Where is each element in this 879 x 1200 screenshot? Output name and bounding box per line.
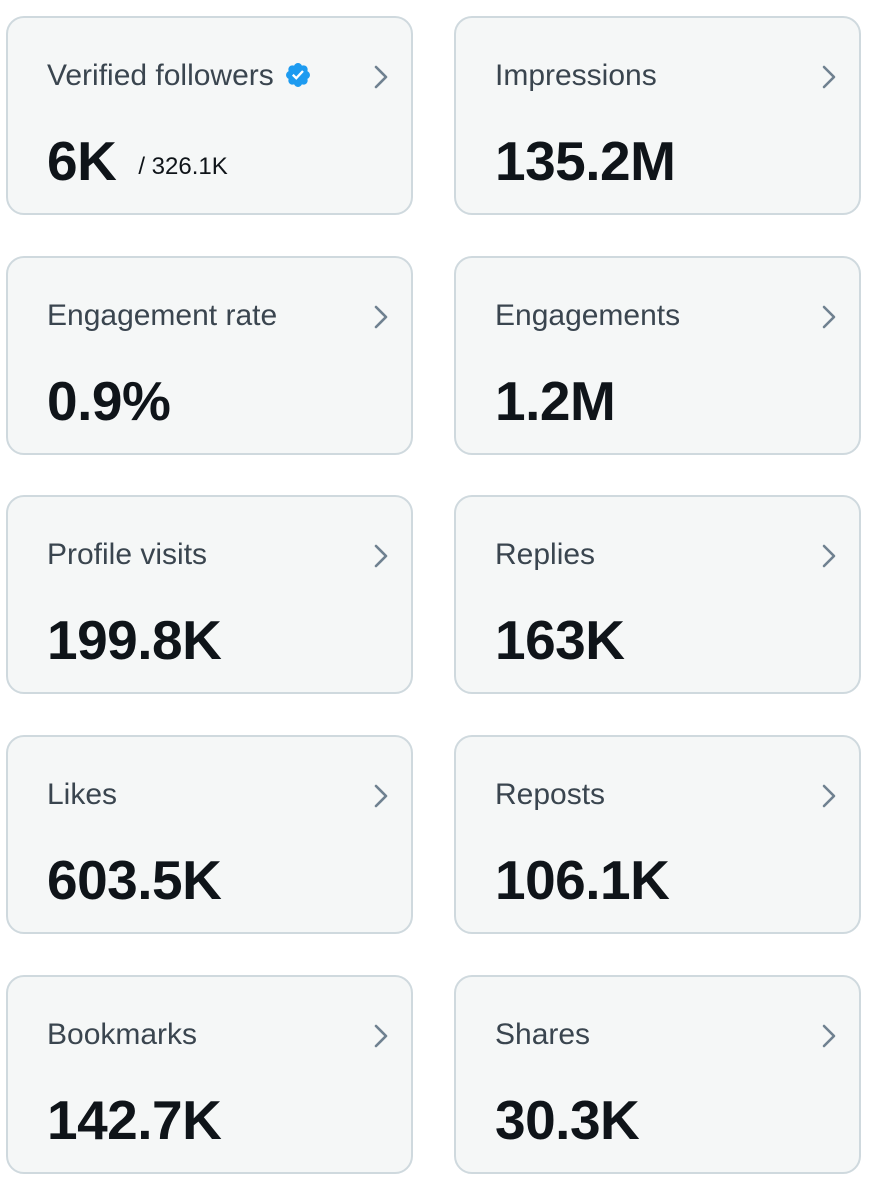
- metric-value-row: 199.8K: [47, 607, 222, 673]
- metric-value: 6K: [47, 130, 117, 192]
- metric-value: 142.7K: [47, 1089, 222, 1151]
- metric-card-shares[interactable]: Shares 30.3K: [454, 975, 861, 1174]
- metric-value-row: 6K / 326.1K: [47, 128, 228, 194]
- metric-label: Shares: [495, 1018, 591, 1051]
- chevron-right-icon: [819, 781, 841, 811]
- metric-card-profile-visits[interactable]: Profile visits 199.8K: [6, 495, 413, 694]
- metric-card-bookmarks[interactable]: Bookmarks 142.7K: [6, 975, 413, 1174]
- metric-value: 163K: [495, 609, 625, 671]
- metric-value: 106.1K: [495, 849, 670, 911]
- metric-card-engagements[interactable]: Engagements 1.2M: [454, 256, 861, 455]
- metric-label: Bookmarks: [47, 1018, 198, 1051]
- metric-label: Profile visits: [47, 538, 208, 571]
- metric-value-row: 30.3K: [495, 1087, 640, 1153]
- chevron-right-icon: [819, 541, 841, 571]
- metric-label-text: Verified followers: [47, 59, 274, 92]
- metric-card-likes[interactable]: Likes 603.5K: [6, 735, 413, 934]
- metric-total-value: / 326.1K: [138, 153, 228, 180]
- metric-label: Likes: [47, 778, 118, 811]
- metric-label: Replies: [495, 538, 596, 571]
- chevron-right-icon: [371, 541, 393, 571]
- metric-value-row: 0.9%: [47, 368, 171, 434]
- metric-value: 603.5K: [47, 849, 222, 911]
- chevron-right-icon: [819, 62, 841, 92]
- metric-label: Verified followers: [47, 58, 312, 94]
- chevron-right-icon: [371, 62, 393, 92]
- metric-value: 30.3K: [495, 1089, 640, 1151]
- metric-value-row: 106.1K: [495, 847, 670, 913]
- metric-card-engagement-rate[interactable]: Engagement rate 0.9%: [6, 256, 413, 455]
- chevron-right-icon: [819, 302, 841, 332]
- metric-value: 1.2M: [495, 370, 616, 432]
- chevron-right-icon: [371, 1021, 393, 1051]
- metric-label: Impressions: [495, 59, 657, 92]
- metric-value-row: 142.7K: [47, 1087, 222, 1153]
- chevron-right-icon: [819, 1021, 841, 1051]
- verified-badge-icon: [284, 61, 312, 89]
- metric-label: Reposts: [495, 778, 606, 811]
- metric-card-replies[interactable]: Replies 163K: [454, 495, 861, 694]
- metric-card-impressions[interactable]: Impressions 135.2M: [454, 16, 861, 215]
- metric-card-reposts[interactable]: Reposts 106.1K: [454, 735, 861, 934]
- metric-value-row: 1.2M: [495, 368, 616, 434]
- metric-value: 199.8K: [47, 609, 222, 671]
- metric-value-row: 135.2M: [495, 128, 676, 194]
- metric-value: 135.2M: [495, 130, 676, 192]
- metric-value: 0.9%: [47, 370, 171, 432]
- metric-label: Engagements: [495, 299, 681, 332]
- chevron-right-icon: [371, 302, 393, 332]
- metric-value-row: 603.5K: [47, 847, 222, 913]
- chevron-right-icon: [371, 781, 393, 811]
- metric-value-row: 163K: [495, 607, 625, 673]
- metric-card-verified-followers[interactable]: Verified followers 6K / 326.1K: [6, 16, 413, 215]
- metric-label: Engagement rate: [47, 299, 278, 332]
